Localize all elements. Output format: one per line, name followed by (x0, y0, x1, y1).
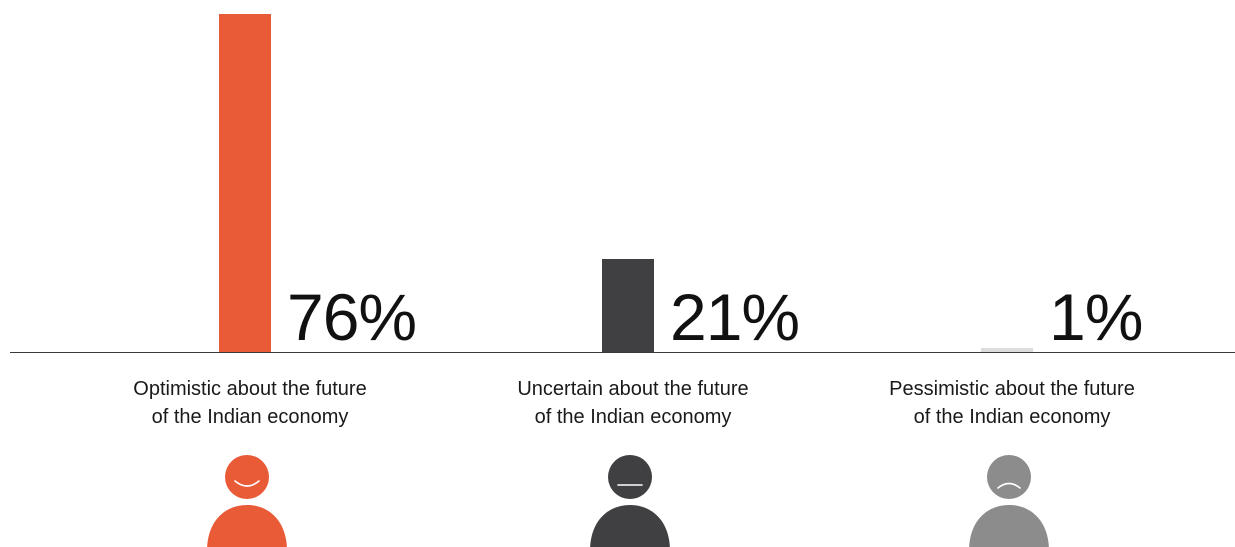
person-mouth (234, 480, 260, 487)
category-label-line: of the Indian economy (913, 406, 1111, 428)
category-label-line: Uncertain about the future (517, 378, 749, 400)
value-label-optimistic: 76% (287, 280, 417, 354)
person-head (225, 455, 269, 499)
category-label-line: of the Indian economy (151, 406, 349, 428)
category-label-line: of the Indian economy (534, 406, 732, 428)
person-body (590, 505, 670, 547)
category-label-uncertain: Uncertain about the future of the Indian … (473, 375, 793, 431)
person-mouth (997, 482, 1021, 489)
category-label-pessimistic: Pessimistic about the future of the India… (852, 375, 1172, 431)
neutral-person-icon (590, 455, 670, 547)
value-label-pessimistic: 1% (1049, 280, 1143, 354)
category-label-line: Pessimistic about the future (889, 378, 1135, 400)
chart-baseline (10, 352, 1235, 353)
person-body (969, 505, 1049, 547)
bar-pessimistic (981, 348, 1033, 352)
person-head (987, 455, 1031, 499)
category-label-optimistic: Optimistic about the future of the Indian… (90, 375, 410, 431)
person-body (207, 505, 287, 547)
bar-optimistic (219, 14, 271, 352)
sad-person-icon (969, 455, 1049, 547)
category-label-line: Optimistic about the future (133, 378, 367, 400)
bar-uncertain (602, 259, 654, 352)
value-label-uncertain: 21% (670, 280, 800, 354)
person-head (608, 455, 652, 499)
happy-person-icon (207, 455, 287, 547)
